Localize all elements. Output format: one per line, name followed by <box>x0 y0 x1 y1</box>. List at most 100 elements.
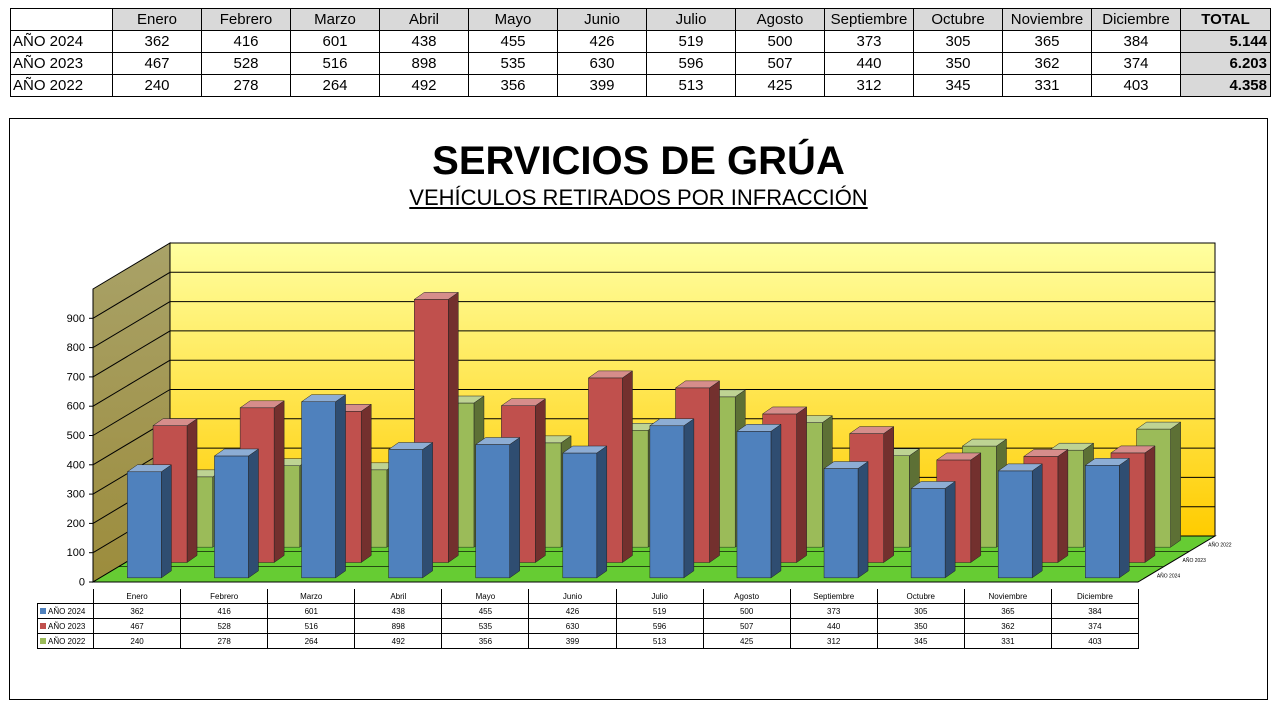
category-label: Febrero <box>180 589 269 604</box>
bar-side <box>970 452 982 563</box>
bar <box>387 442 434 579</box>
data-table-row: AÑO 2023 467 528 516 898 535 630 596 507 440 350 36… <box>36 618 1140 634</box>
month-header: Febrero <box>201 8 291 31</box>
data-table-corner <box>38 589 94 604</box>
table-cell: 362 <box>1002 52 1092 75</box>
bar-front <box>127 471 162 579</box>
table-cell: 365 <box>1002 30 1092 53</box>
header-corner <box>10 8 113 31</box>
legend-label: AÑO 2024 <box>48 606 86 616</box>
table-cell: 425 <box>735 74 825 97</box>
bar-front <box>910 488 946 579</box>
table-header-row: Enero Febrero Marzo Abril Mayo Junio Jul… <box>10 8 1271 31</box>
data-label: 384 <box>1050 603 1140 619</box>
bar-top <box>126 464 173 473</box>
table-cell: 264 <box>290 74 380 97</box>
category-label: Mayo <box>441 589 530 604</box>
row-label: AÑO 2022 <box>10 74 113 97</box>
month-header: Mayo <box>468 8 558 31</box>
bar-front <box>736 431 772 579</box>
table-cell: 416 <box>201 30 291 53</box>
data-label: 438 <box>354 603 443 619</box>
data-label: 507 <box>702 618 791 634</box>
bar <box>300 394 347 579</box>
data-label: 403 <box>1050 633 1140 649</box>
category-label: Noviembre <box>963 589 1052 604</box>
data-label: 362 <box>93 603 182 619</box>
bar-top <box>500 398 547 406</box>
bar-top <box>387 442 434 450</box>
table-cell: 373 <box>824 30 914 53</box>
y-tick-label: 600 <box>67 401 85 413</box>
table-cell: 356 <box>468 74 558 97</box>
table-cell: 345 <box>913 74 1003 97</box>
bar-front <box>301 401 336 579</box>
bar <box>997 463 1044 579</box>
table-cell: 374 <box>1091 52 1181 75</box>
table-cell: 399 <box>557 74 647 97</box>
data-label: 535 <box>441 618 530 634</box>
data-label: 516 <box>267 618 356 634</box>
table-cell: 403 <box>1091 74 1181 97</box>
y-tick-label: 0 <box>79 577 85 589</box>
data-label: 345 <box>876 633 965 649</box>
bar-top <box>848 426 895 434</box>
table-cell: 362 <box>112 30 202 53</box>
table-row: AÑO 2023 467 528 516 898 535 630 596 507 440 350 36… <box>10 52 1271 75</box>
bar-side <box>857 461 869 579</box>
chart-subtitle-text: VEHÍCULOS RETIRADOS POR INFRACCIÓN <box>409 185 868 210</box>
bar-side <box>248 448 259 579</box>
data-label: 596 <box>615 618 704 634</box>
data-label: 492 <box>354 633 443 649</box>
bar-top <box>997 463 1044 472</box>
y-tick-label: 400 <box>67 459 85 471</box>
chart-frame: 0 100 200 300 400 500 600 700 800 900 AÑO 2024 AÑO … <box>9 118 1268 700</box>
data-label: 513 <box>615 633 704 649</box>
row-label: AÑO 2023 <box>10 52 113 75</box>
table-cell: 305 <box>913 30 1003 53</box>
bar-side <box>186 418 198 563</box>
bar-side <box>273 400 285 563</box>
data-table-row: AÑO 2024 362 416 601 438 455 426 519 500 373 305 36… <box>36 603 1140 619</box>
table-cell: 467 <box>112 52 202 75</box>
legend-label: AÑO 2023 <box>48 621 86 631</box>
row-label: AÑO 2024 <box>10 30 113 53</box>
month-header: Septiembre <box>824 8 914 31</box>
bar-top <box>910 481 956 489</box>
data-label: 373 <box>789 603 878 619</box>
table-cell: 898 <box>379 52 469 75</box>
table-cell: 500 <box>735 30 825 53</box>
gridline-side <box>92 301 171 349</box>
table-cell: 492 <box>379 74 469 97</box>
bar-top <box>474 437 521 445</box>
month-header: Octubre <box>913 8 1003 31</box>
data-label: 240 <box>93 633 182 649</box>
table-cell: 507 <box>735 52 825 75</box>
category-label: Julio <box>615 589 704 604</box>
table-cell: 513 <box>646 74 736 97</box>
data-label: 374 <box>1050 618 1140 634</box>
table-cell: 240 <box>112 74 202 97</box>
table-cell: 601 <box>290 30 380 53</box>
bar-top <box>413 292 460 300</box>
bar <box>823 461 869 579</box>
table-cell: 278 <box>201 74 291 97</box>
bar-side <box>509 437 520 579</box>
bar-top <box>761 406 808 415</box>
data-label: 305 <box>876 603 965 619</box>
table-cell: 384 <box>1091 30 1181 53</box>
data-label: 426 <box>528 603 617 619</box>
month-header: Diciembre <box>1091 8 1181 31</box>
category-label: Septiembre <box>789 589 878 604</box>
data-label: 528 <box>180 618 269 634</box>
total-header: TOTAL <box>1180 8 1271 31</box>
bar <box>561 445 608 579</box>
gridline-side <box>92 389 171 436</box>
depth-label: AÑO 2024 <box>1157 572 1181 579</box>
bar-top <box>935 452 982 461</box>
legend-label: AÑO 2022 <box>48 636 86 646</box>
row-total: 5.144 <box>1180 30 1271 53</box>
row-total: 4.358 <box>1180 74 1271 97</box>
category-label: Agosto <box>702 589 791 604</box>
category-label: Junio <box>528 589 617 604</box>
